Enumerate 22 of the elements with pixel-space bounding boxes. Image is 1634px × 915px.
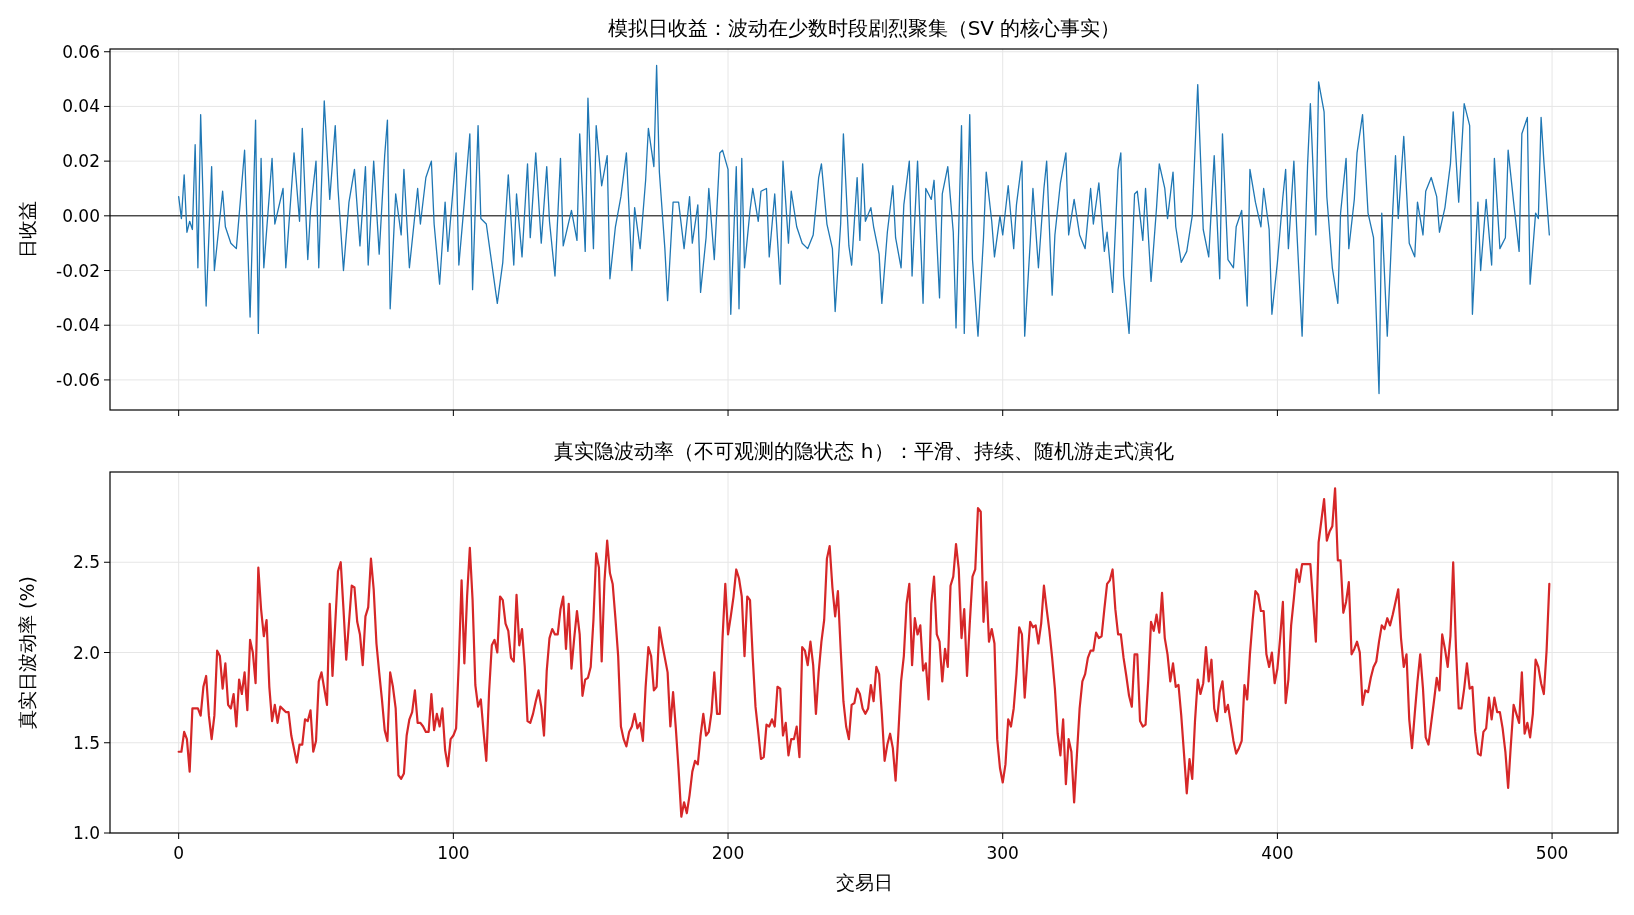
x-tick-label: 300	[986, 843, 1019, 863]
x-tick-label: 400	[1261, 843, 1294, 863]
x-tick-label: 100	[437, 843, 470, 863]
chart-title: 真实隐波动率（不可观测的隐状态 h）：平滑、持续、随机游走式演化	[554, 439, 1174, 463]
y-tick-label: 0.06	[62, 41, 100, 62]
y-tick-label: -0.02	[56, 260, 100, 281]
chart-title: 模拟日收益：波动在少数时段剧烈聚集（SV 的核心事实）	[607, 16, 1121, 40]
y-tick-label: -0.04	[56, 315, 100, 336]
x-tick-label: 500	[1535, 843, 1569, 863]
x-tick-label: 0	[173, 843, 185, 863]
x-axis-title: 交易日	[835, 871, 893, 893]
y-tick-label: 1.5	[72, 732, 100, 753]
y-tick-label: 1.0	[72, 823, 100, 843]
y-tick-label: 0.00	[62, 205, 100, 226]
y-tick-label: 2.0	[72, 642, 100, 663]
y-tick-label: -0.06	[56, 369, 100, 390]
y-tick-label: 0.04	[62, 96, 100, 117]
y-axis-title: 真实日波动率 (%)	[16, 576, 38, 729]
y-tick-label: 2.5	[72, 552, 100, 573]
y-tick-label: 0.02	[62, 151, 100, 172]
y-axis-title: 日收益	[16, 201, 38, 258]
x-tick-label: 200	[711, 843, 745, 863]
